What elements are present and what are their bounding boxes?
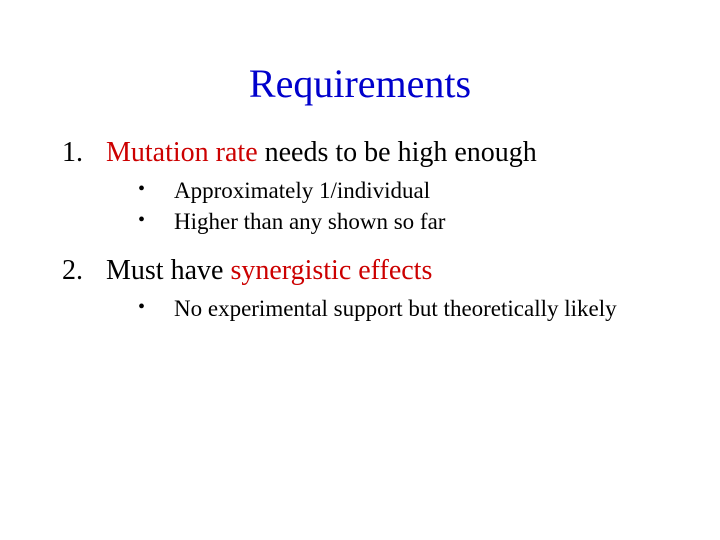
item-2-prefix: Must have	[106, 255, 230, 286]
sub-item: No experimental support but theoreticall…	[138, 295, 680, 324]
item-2-highlight: synergistic effects	[230, 255, 432, 286]
main-list: Mutation rate needs to be high enough Ap…	[60, 137, 680, 323]
sub-list-1: Approximately 1/individual Higher than a…	[106, 177, 680, 237]
slide: Requirements Mutation rate needs to be h…	[0, 0, 720, 540]
item-1-highlight: Mutation rate	[106, 137, 258, 168]
sub-list-2: No experimental support but theoreticall…	[106, 295, 680, 324]
list-item-2: Must have synergistic effects No experim…	[90, 255, 680, 324]
sub-item: Higher than any shown so far	[138, 208, 680, 237]
sub-item: Approximately 1/individual	[138, 177, 680, 206]
slide-title: Requirements	[40, 60, 680, 107]
item-1-rest: needs to be high enough	[258, 137, 537, 168]
list-item-1: Mutation rate needs to be high enough Ap…	[90, 137, 680, 237]
